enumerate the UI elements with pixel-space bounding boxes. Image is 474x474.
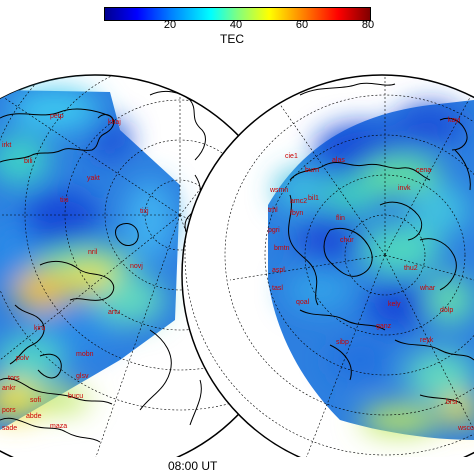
station-label: bucu: [68, 393, 83, 400]
station-label: bmtn: [274, 245, 290, 252]
station-label: irkt: [2, 142, 11, 149]
station-label: glsv: [76, 373, 89, 380]
station-label: bili: [24, 158, 33, 165]
station-label: aspl: [272, 267, 285, 274]
station-label: tixj: [140, 208, 149, 215]
colorbar-tick: 20: [163, 19, 177, 31]
station-label: ankr: [2, 385, 16, 392]
station-label: tors: [8, 375, 20, 382]
station-label: alas: [332, 157, 345, 164]
station-label: amc2: [290, 198, 307, 205]
station-label: khaj: [108, 119, 121, 126]
station-label: kayi: [448, 117, 461, 124]
colorbar-tick: 40: [229, 19, 243, 31]
station-label: tixi: [60, 197, 69, 204]
station-label: reyk: [420, 337, 434, 344]
station-label: ganz: [376, 323, 392, 330]
tec-colorbar: [104, 7, 371, 21]
station-label: chur: [340, 237, 354, 244]
station-label: sibp: [336, 339, 349, 346]
station-label: kely: [388, 301, 401, 308]
station-label: pors: [2, 407, 16, 414]
station-label: tasl: [272, 285, 283, 292]
station-label: novj: [130, 263, 143, 270]
station-label: sofi: [30, 397, 41, 404]
station-label: thu2: [404, 265, 418, 272]
station-label: abde: [26, 413, 42, 420]
colorbar-tick: 60: [295, 19, 309, 31]
station-label: petp: [50, 113, 64, 120]
station-label: pgri: [268, 227, 280, 234]
station-label: burn: [305, 167, 319, 174]
station-label: cie1: [285, 153, 298, 160]
colorbar-label: TEC: [220, 32, 244, 46]
station-label: wsmn: [269, 187, 288, 194]
station-label: invk: [398, 185, 411, 192]
station-label: mobn: [76, 351, 94, 358]
station-label: cena: [416, 167, 431, 174]
station-label: flin: [336, 215, 345, 222]
colorbar-tick: 80: [361, 19, 375, 31]
station-label: maza: [50, 423, 67, 430]
station-label: whar: [419, 285, 436, 292]
time-label: 08:00 UT: [168, 459, 218, 473]
station-label: bil1: [308, 195, 319, 202]
station-label: trhl: [268, 207, 278, 214]
station-label: wsco: [457, 425, 474, 432]
station-label: fbyn: [290, 210, 303, 217]
station-label: artu: [108, 309, 120, 316]
station-label: nril: [88, 249, 98, 256]
right-polar-map: kayi cie1 burn alas amc2 invk cena bil1 …: [181, 74, 474, 457]
station-label: qoal: [296, 299, 310, 306]
station-label: dolp: [440, 307, 453, 314]
station-label: polv: [16, 355, 29, 362]
station-label: yakt: [87, 175, 100, 182]
station-label: kiru: [34, 325, 45, 332]
station-label: brsi: [446, 399, 458, 406]
station-label: sade: [2, 425, 17, 432]
